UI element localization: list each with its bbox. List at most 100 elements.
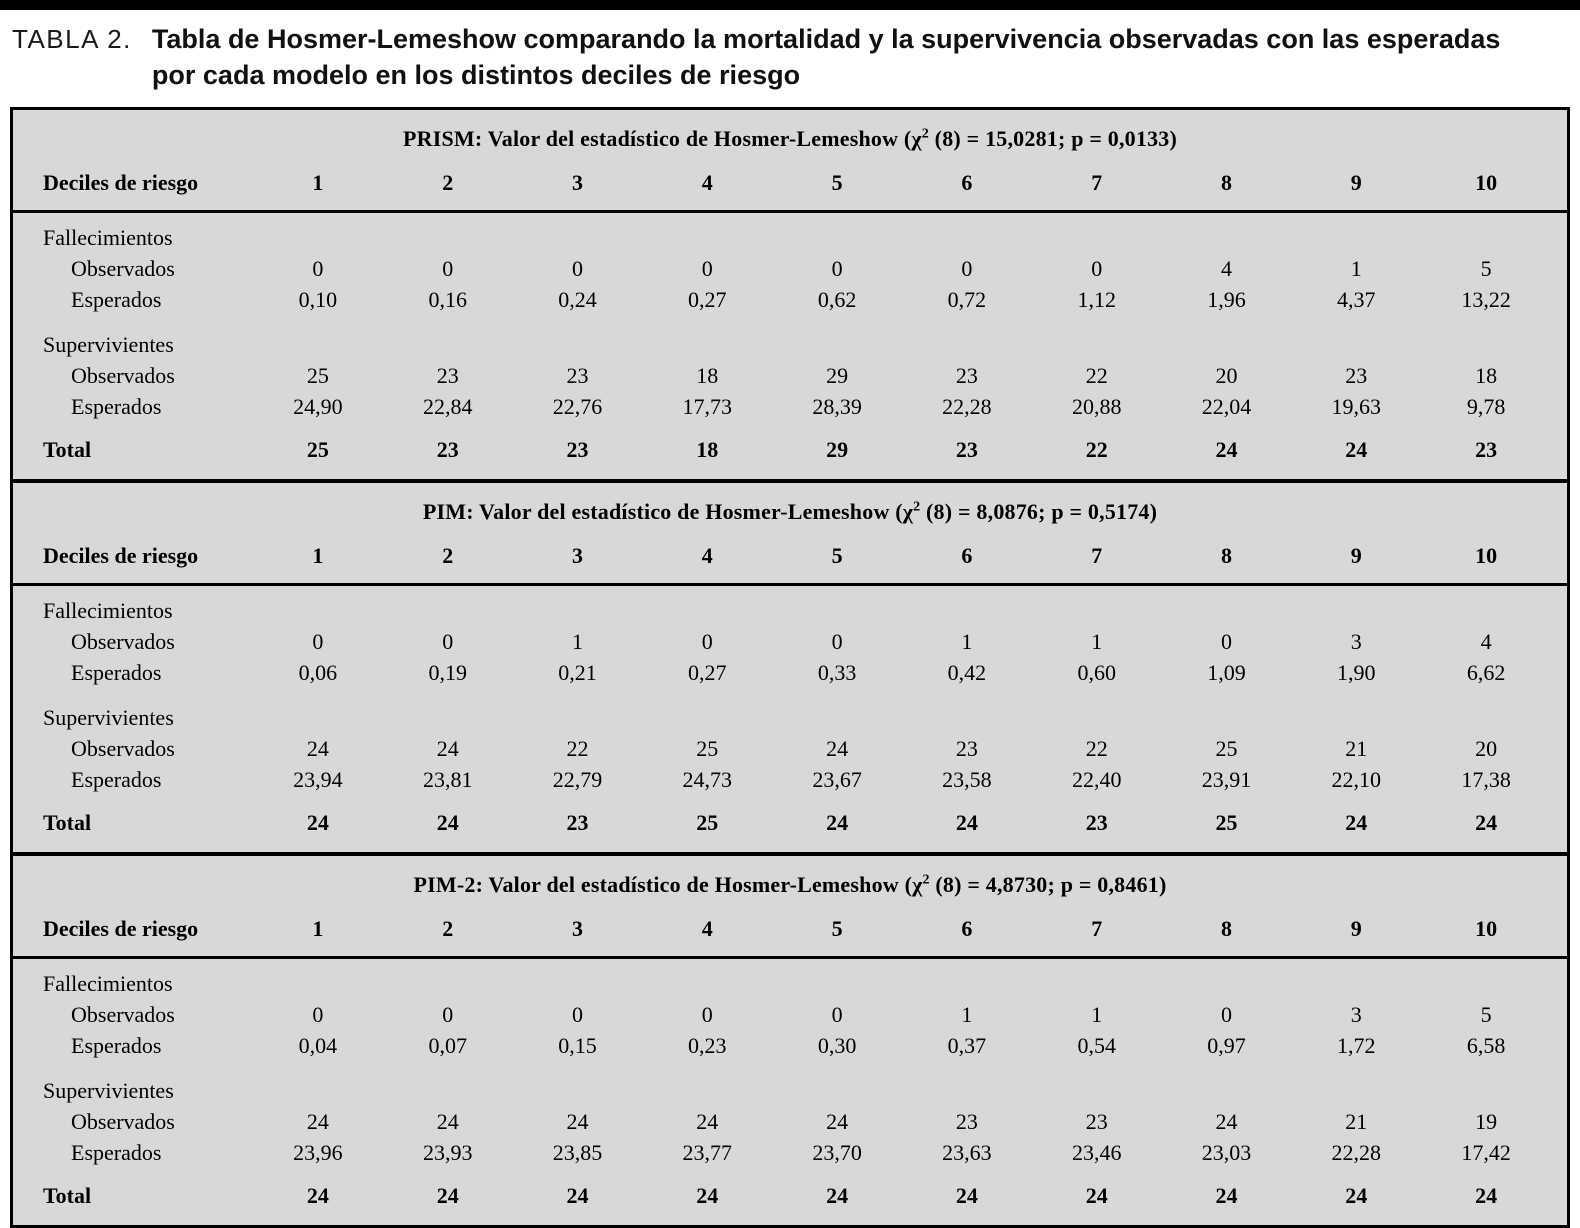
top-rule-bar (0, 0, 1580, 10)
section-pim2: PIM-2: Valor del estadístico de Hosmer-L… (13, 852, 1567, 1225)
value-cell: 17,38 (1461, 767, 1511, 793)
value-cell: 1 (961, 629, 973, 655)
total-value-cell: 23 (566, 436, 589, 462)
value-cell: 1,96 (1207, 287, 1246, 313)
value-cell: 1 (1091, 1002, 1103, 1028)
total-value-cell: 24 (1345, 436, 1368, 462)
value-cell: 21 (1345, 1109, 1368, 1135)
value-cell: 24 (826, 736, 849, 762)
decile-column-header: 4 (701, 916, 713, 942)
data-row-supervivientes-esperados: Esperados 23,96 23,93 23,85 23,77 23,70 23,63 2… (13, 1140, 1567, 1171)
value-cell: 1 (1091, 629, 1103, 655)
section-header-text-post: (8) = 8,0876; p = 0,5174) (920, 499, 1158, 525)
value-cell: 23,46 (1071, 1140, 1122, 1166)
value-cell: 23,93 (422, 1140, 473, 1166)
decile-column-header: 2 (442, 170, 454, 196)
value-cell: 0,54 (1077, 1033, 1116, 1059)
total-value-cell: 24 (1215, 436, 1238, 462)
value-cell: 5 (1480, 256, 1492, 282)
value-cell: 24,73 (682, 767, 733, 793)
section-header-pim: PIM: Valor del estadístico de Hosmer-Lem… (13, 483, 1567, 525)
value-cell: 23,81 (422, 767, 473, 793)
chi-squared-superscript: 2 (921, 126, 929, 142)
total-value-cell: 24 (1475, 809, 1498, 835)
total-value-cell: 24 (306, 1182, 329, 1208)
value-cell: 21 (1345, 736, 1368, 762)
value-cell: 22,79 (552, 767, 603, 793)
total-value-cell: 23 (1475, 436, 1498, 462)
value-cell: 23 (955, 736, 978, 762)
value-cell: 23 (955, 363, 978, 389)
total-value-cell: 24 (436, 1182, 459, 1208)
data-row-supervivientes-observados: Observados 24 24 24 24 24 23 23 24 21 19 (13, 1109, 1567, 1140)
value-cell: 0,23 (688, 1033, 727, 1059)
value-cell: 1,09 (1207, 660, 1246, 686)
value-cell: 22,10 (1331, 767, 1382, 793)
group-label-fallecimientos: Fallecimientos (43, 598, 173, 624)
decile-column-header: 5 (831, 170, 843, 196)
value-cell: 23 (955, 1109, 978, 1135)
value-cell: 25 (306, 363, 329, 389)
decile-column-header: 9 (1350, 916, 1362, 942)
value-cell: 1 (1350, 256, 1362, 282)
value-cell: 1 (961, 1002, 973, 1028)
section-header-text-pre: PRISM: Valor del estadístico de Hosmer-L… (402, 126, 922, 152)
hosmer-lemeshow-table: PRISM: Valor del estadístico de Hosmer-L… (10, 107, 1570, 1228)
value-cell: 23 (1345, 363, 1368, 389)
group-row-fallecimientos: Fallecimientos (13, 971, 1567, 1002)
total-value-cell: 24 (696, 1182, 719, 1208)
value-cell: 0 (701, 1002, 713, 1028)
group-row-fallecimientos: Fallecimientos (13, 598, 1567, 629)
value-cell: 0,15 (558, 1033, 597, 1059)
group-row-fallecimientos: Fallecimientos (13, 225, 1567, 256)
data-row-fallecimientos-esperados: Esperados 0,06 0,19 0,21 0,27 0,33 0,42 0,60 1,0… (13, 660, 1567, 691)
decile-column-header: 2 (442, 543, 454, 569)
value-cell: 0,10 (298, 287, 338, 313)
value-cell: 0 (442, 256, 454, 282)
section-header-text-pre: PIM-2: Valor del estadístico de Hosmer-L… (413, 872, 923, 898)
value-cell: 23,70 (812, 1140, 862, 1166)
value-cell: 20,88 (1071, 394, 1122, 420)
data-row-fallecimientos-observados: Observados 0 0 0 0 0 0 0 4 1 5 (13, 256, 1567, 287)
value-cell: 0,60 (1077, 660, 1116, 686)
total-value-cell: 24 (1345, 809, 1368, 835)
value-cell: 0 (312, 629, 324, 655)
value-cell: 23,96 (293, 1140, 343, 1166)
decile-column-header: 10 (1475, 170, 1498, 196)
chi-squared-superscript: 2 (922, 872, 930, 888)
value-cell: 0,62 (817, 287, 857, 313)
data-row-fallecimientos-observados: Observados 0 0 1 0 0 1 1 0 3 4 (13, 629, 1567, 660)
section-body-pim2: Fallecimientos Observados 0 0 0 0 0 1 1 0 3 5 Espera… (13, 959, 1567, 1225)
value-cell: 0,30 (817, 1033, 857, 1059)
header-divider-rule (13, 956, 1567, 960)
value-cell: 23 (436, 363, 459, 389)
value-cell: 0 (1220, 629, 1232, 655)
group-label-supervivientes: Supervivientes (43, 1078, 174, 1104)
value-cell: 0 (312, 1002, 324, 1028)
total-value-cell: 24 (1215, 1182, 1238, 1208)
decile-column-header: 4 (701, 543, 713, 569)
row-label-observados: Observados (71, 363, 175, 389)
value-cell: 25 (1215, 736, 1238, 762)
table-caption-title-line2: por cada modelo en los distintos deciles… (151, 59, 801, 90)
total-value-cell: 24 (306, 809, 329, 835)
data-row-supervivientes-observados: Observados 24 24 22 25 24 23 22 25 21 20 (13, 736, 1567, 767)
value-cell: 19 (1475, 1109, 1498, 1135)
value-cell: 4 (1480, 629, 1492, 655)
total-row: Total 25 23 23 18 29 23 22 24 24 23 (13, 434, 1567, 465)
value-cell: 1,72 (1337, 1033, 1376, 1059)
value-cell: 20 (1215, 363, 1238, 389)
table-caption-title: Tabla de Hosmer-Lemeshow comparando la m… (152, 22, 1501, 93)
row-label-observados: Observados (71, 1002, 175, 1028)
value-cell: 24 (436, 736, 459, 762)
decile-column-header: 8 (1220, 916, 1232, 942)
decile-column-header: 10 (1475, 916, 1498, 942)
value-cell: 1,12 (1077, 287, 1116, 313)
decile-column-header: 10 (1475, 543, 1498, 569)
value-cell: 23,94 (293, 767, 343, 793)
chi-squared-superscript: 2 (913, 499, 921, 515)
value-cell: 22,40 (1071, 767, 1122, 793)
value-cell: 23,63 (942, 1140, 992, 1166)
decile-column-header: 9 (1350, 170, 1362, 196)
data-row-fallecimientos-esperados: Esperados 0,04 0,07 0,15 0,23 0,30 0,37 0,54 0,9… (13, 1033, 1567, 1064)
